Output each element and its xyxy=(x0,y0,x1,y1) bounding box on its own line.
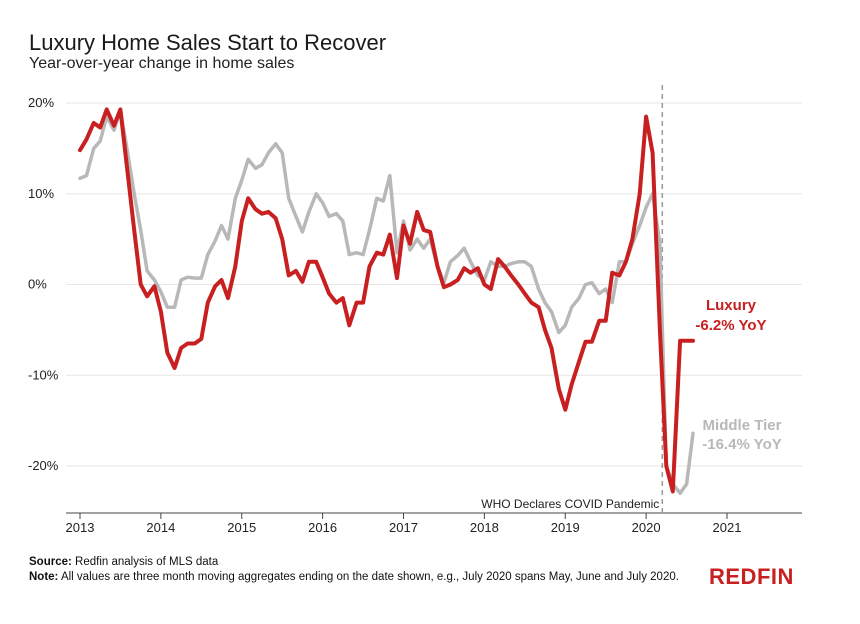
redfin-logo: REDFIN xyxy=(709,564,794,589)
chart-title: Luxury Home Sales Start to Recover xyxy=(29,30,387,55)
luxury-series-label: Luxury xyxy=(706,297,757,314)
note-line: Note: All values are three month moving … xyxy=(29,570,719,585)
luxury-series-label: -6.2% YoY xyxy=(695,317,766,334)
chart-footer: Source: Redfin analysis of MLS data Note… xyxy=(29,555,719,585)
y-tick-label: -20% xyxy=(28,458,59,473)
middle-tier-series-label: -16.4% YoY xyxy=(702,436,781,453)
source-label: Source: xyxy=(29,556,72,568)
x-tick-label: 2021 xyxy=(713,520,742,535)
note-text: All values are three month moving aggreg… xyxy=(60,571,679,583)
x-tick-label: 2013 xyxy=(66,520,95,535)
y-tick-label: 10% xyxy=(28,186,54,201)
x-tick-label: 2016 xyxy=(308,520,337,535)
y-tick-label: 0% xyxy=(28,277,47,292)
x-tick-label: 2015 xyxy=(227,520,256,535)
source-line: Source: Redfin analysis of MLS data xyxy=(29,555,719,570)
x-tick-label: 2020 xyxy=(632,520,661,535)
chart-subtitle: Year-over-year change in home sales xyxy=(29,55,295,72)
middle-tier-series-line xyxy=(78,108,695,495)
middle-tier-series-label: Middle Tier xyxy=(703,417,782,434)
note-label: Note: xyxy=(29,571,59,583)
x-tick-label: 2018 xyxy=(470,520,499,535)
luxury-series-line xyxy=(78,107,695,494)
x-tick-label: 2017 xyxy=(389,520,418,535)
x-tick-label: 2019 xyxy=(551,520,580,535)
covid-annotation-label: WHO Declares COVID Pandemic xyxy=(481,497,659,511)
y-tick-label: -10% xyxy=(28,367,59,382)
x-tick-label: 2014 xyxy=(146,520,175,535)
source-text: Redfin analysis of MLS data xyxy=(75,556,219,568)
y-tick-label: 20% xyxy=(28,95,54,110)
